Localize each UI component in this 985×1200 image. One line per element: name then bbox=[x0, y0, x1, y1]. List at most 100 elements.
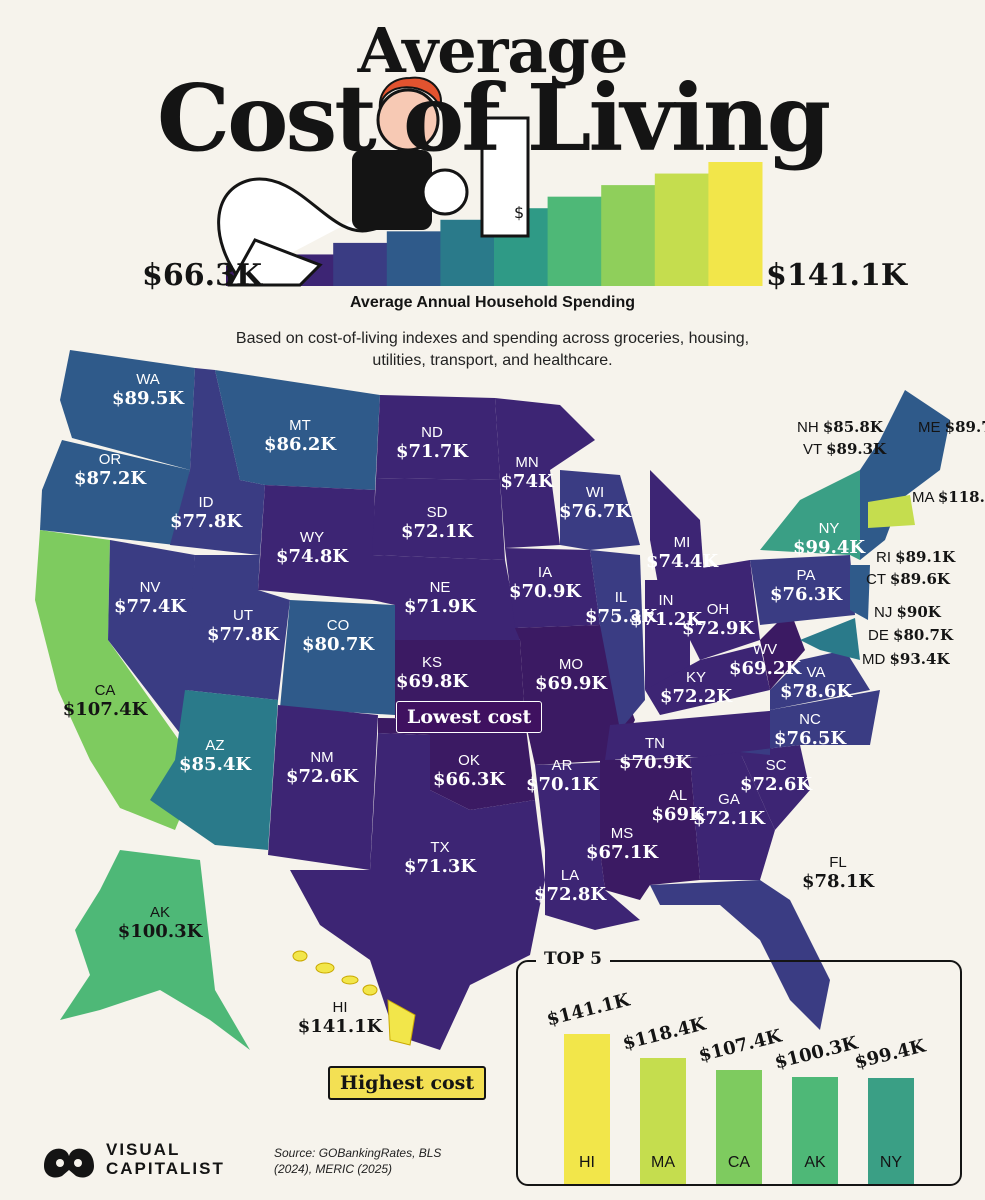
top5-bar-label: CA bbox=[727, 1154, 751, 1171]
state-abbr: WI bbox=[585, 484, 605, 501]
state-value: $76.5K bbox=[773, 727, 847, 749]
state-mi bbox=[650, 470, 705, 595]
state-value: $89.7K bbox=[944, 418, 985, 436]
state-nj bbox=[850, 565, 870, 620]
state-label-ga: GA $72.1K bbox=[693, 791, 765, 828]
state-label-wi: WI $76.7K bbox=[559, 484, 631, 521]
subtitle: Based on cost-of-living indexes and spen… bbox=[235, 330, 750, 369]
state-label-ne: NE $71.9K bbox=[403, 579, 477, 617]
top5-bar-ma: MA bbox=[640, 1058, 686, 1184]
state-value: $80.7K bbox=[301, 633, 375, 655]
state-label-ks: KS $69.8K bbox=[396, 654, 468, 691]
state-value: $89.5K bbox=[111, 387, 185, 409]
state-label-or: OR $87.2K bbox=[74, 451, 146, 488]
state-abbr: IA bbox=[537, 564, 553, 581]
legend-max-value: $141.1K bbox=[766, 258, 907, 293]
state-label-il: IL $75.3K bbox=[584, 589, 658, 627]
state-label-ia: IA $70.9K bbox=[509, 564, 581, 601]
state-abbr: MS bbox=[610, 825, 634, 842]
state-mn bbox=[495, 398, 595, 548]
state-label-pa: PA $76.3K bbox=[770, 567, 842, 604]
state-value: $89.1K bbox=[895, 548, 956, 566]
state-value: $71.3K bbox=[403, 855, 477, 877]
state-md bbox=[800, 618, 860, 660]
state-ak bbox=[60, 850, 250, 1050]
legend-step bbox=[654, 173, 709, 286]
state-abbr: NC bbox=[799, 711, 821, 728]
state-tn bbox=[605, 710, 780, 760]
state-abbr: TN bbox=[644, 735, 665, 752]
state-ia bbox=[505, 548, 600, 628]
state-pa bbox=[750, 555, 855, 625]
state-wa bbox=[60, 350, 195, 470]
state-abbr: TX bbox=[430, 839, 450, 856]
state-abbr: HI bbox=[332, 999, 348, 1016]
ext-label-ri: RI $89.1K bbox=[876, 548, 955, 566]
state-abbr: MA bbox=[912, 489, 938, 506]
legend-step bbox=[601, 185, 656, 286]
state-sc bbox=[740, 745, 810, 830]
state-abbr: VT bbox=[803, 441, 827, 458]
state-value: $70.9K bbox=[618, 751, 692, 773]
state-value: $72.2K bbox=[659, 685, 733, 707]
top5-bar-value: $141.1K bbox=[544, 989, 632, 1031]
state-abbr: OH bbox=[706, 601, 730, 618]
title-line-2: Cost of Living bbox=[156, 64, 831, 172]
state-ny bbox=[760, 470, 880, 560]
state-az bbox=[150, 690, 278, 850]
state-label-mt: MT $86.2K bbox=[264, 417, 336, 454]
state-value: $71.7K bbox=[395, 440, 469, 462]
state-abbr: GA bbox=[718, 791, 740, 808]
state-label-ny: NY $99.4K bbox=[793, 520, 865, 557]
top5-bar-hi: HI bbox=[564, 1034, 610, 1184]
brand-text: VISUAL CAPITALIST bbox=[106, 1140, 225, 1178]
state-abbr: AK bbox=[149, 904, 171, 921]
state-abbr: CT bbox=[866, 571, 890, 588]
state-or bbox=[40, 440, 190, 545]
ext-label-nh: NH $85.8K bbox=[797, 418, 883, 436]
top5-panel: HI $141.1K MA $118.4K CA $107.4K AK $100.3K NY $9… bbox=[516, 960, 962, 1186]
state-abbr: MD bbox=[862, 651, 890, 668]
state-abbr: UT bbox=[232, 607, 253, 624]
state-value: $69K bbox=[651, 803, 705, 825]
state-abbr: MI bbox=[673, 534, 691, 551]
state-abbr: RI bbox=[876, 549, 896, 566]
ext-label-ma: MA $118.4K bbox=[912, 488, 985, 506]
state-abbr: FL bbox=[829, 854, 847, 871]
state-ms bbox=[600, 760, 640, 900]
state-hi bbox=[292, 950, 416, 1046]
state-abbr: IN bbox=[658, 592, 674, 609]
state-shapes bbox=[35, 350, 950, 1050]
state-abbr: MN bbox=[515, 454, 539, 471]
state-id bbox=[170, 368, 265, 555]
state-value: $66.3K bbox=[432, 768, 506, 790]
state-nv bbox=[108, 540, 195, 740]
state-ne-region bbox=[860, 390, 950, 560]
state-value: $69.2K bbox=[728, 657, 802, 679]
state-abbr: PA bbox=[796, 567, 816, 584]
state-abbr: OK bbox=[458, 752, 480, 769]
ext-label-de: DE $80.7K bbox=[868, 626, 953, 644]
state-label-ut: UT $77.8K bbox=[206, 607, 280, 645]
state-label-la: LA $72.8K bbox=[534, 867, 606, 904]
state-value: $85.8K bbox=[822, 418, 883, 436]
state-label-co: CO $80.7K bbox=[301, 617, 375, 655]
top5-bar-value: $100.3K bbox=[772, 1032, 860, 1074]
state-label-nc: NC $76.5K bbox=[773, 711, 847, 749]
state-value: $77.8K bbox=[206, 623, 280, 645]
state-abbr: WA bbox=[136, 371, 160, 388]
state-value: $118.4K bbox=[937, 488, 985, 506]
state-wi bbox=[560, 470, 640, 550]
state-abbr: NH bbox=[797, 419, 823, 436]
legend-label: Average Annual Household Spending bbox=[349, 294, 636, 311]
state-value: $72.6K bbox=[285, 765, 359, 787]
state-label-sc: SC $72.6K bbox=[740, 757, 812, 794]
state-label-ak: AK $100.3K bbox=[118, 904, 203, 941]
state-abbr: CO bbox=[326, 617, 350, 634]
state-value: $78.1K bbox=[801, 870, 875, 892]
state-value: $71.9K bbox=[403, 595, 477, 617]
state-value: $75.3K bbox=[584, 605, 658, 627]
state-wy bbox=[258, 485, 375, 600]
state-sd bbox=[372, 478, 505, 560]
